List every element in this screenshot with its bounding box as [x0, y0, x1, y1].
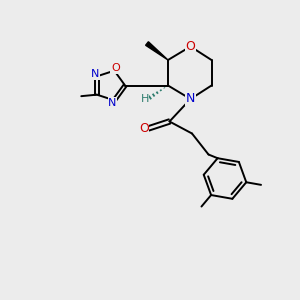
- Text: N: N: [108, 98, 117, 108]
- Text: N: N: [91, 69, 99, 79]
- Text: O: O: [111, 63, 120, 73]
- Text: N: N: [186, 92, 195, 106]
- Text: H: H: [140, 94, 149, 104]
- Polygon shape: [146, 42, 168, 60]
- Text: O: O: [139, 122, 148, 135]
- Text: O: O: [186, 40, 195, 53]
